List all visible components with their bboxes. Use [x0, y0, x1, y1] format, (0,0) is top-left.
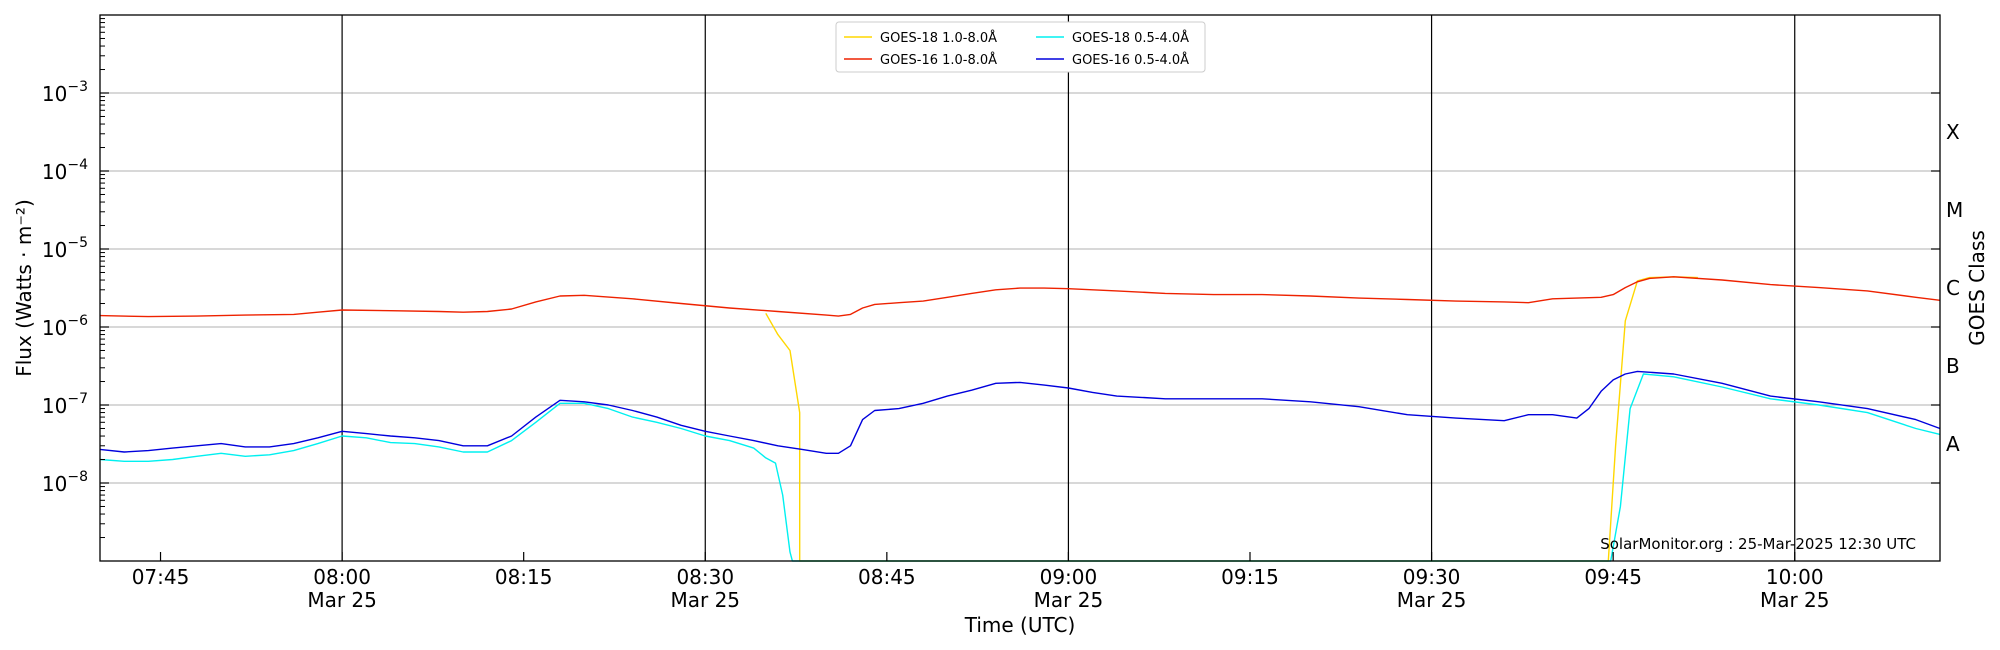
x-tick-label: 08:15	[495, 565, 553, 589]
x-tick-date-label: Mar 25	[1034, 588, 1104, 612]
legend-box	[835, 21, 1206, 73]
x-tick-label: 09:00	[1040, 565, 1098, 589]
goes-class-label: C	[1946, 276, 1960, 300]
x-tick-label: 09:45	[1584, 565, 1642, 589]
legend: GOES-18 1.0-8.0Å GOES-16 1.0-8.0Å GOES-18 …	[835, 21, 1206, 73]
legend-label: GOES-16 0.5-4.0Å	[1072, 52, 1189, 68]
series-line-2	[99, 276, 1941, 318]
x-tick-label: 09:30	[1403, 565, 1461, 589]
legend-label: GOES-16 1.0-8.0Å	[880, 52, 997, 68]
goes-class-label: M	[1946, 198, 1963, 222]
y-tick-label: 10−4	[42, 157, 88, 184]
x-tick-label: 10:00	[1766, 565, 1824, 589]
day-vertical-lines	[341, 15, 1796, 561]
x-tick-label: 09:15	[1221, 565, 1279, 589]
x-tick-label: 07:45	[132, 565, 190, 589]
x-axis-title: Time (UTC)	[964, 613, 1076, 637]
x-tick-label: 08:30	[676, 565, 734, 589]
y-tick-label: 10−7	[42, 391, 88, 418]
x-tick-date-label: Mar 25	[307, 588, 377, 612]
gridlines	[100, 92, 1940, 484]
series-line-3	[99, 373, 1941, 562]
goes-class-label: B	[1946, 354, 1960, 378]
goes-class-label: A	[1946, 432, 1960, 456]
y-tick-label: 10−8	[42, 469, 88, 496]
legend-label: GOES-18 1.0-8.0Å	[880, 30, 997, 46]
x-tick-date-label: Mar 25	[1760, 588, 1830, 612]
goes-class-label: X	[1946, 120, 1960, 144]
right-axis-title: GOES Class	[1965, 230, 1989, 346]
series-lines	[99, 276, 1941, 562]
y-tick-label: 10−6	[42, 313, 88, 340]
y-tick-label: 10−3	[42, 79, 88, 106]
x-tick-date-label: Mar 25	[670, 588, 740, 612]
plot-frame	[99, 14, 1941, 562]
x-tick-label: 08:00	[313, 565, 371, 589]
y-tick-label: 10−5	[42, 235, 88, 262]
y-axis-title: Flux (Watts · m⁻²)	[12, 199, 36, 377]
x-tick-label: 08:45	[858, 565, 916, 589]
credit-annotation: SolarMonitor.org : 25-Mar-2025 12:30 UTC	[1600, 535, 1916, 553]
x-tick-date-label: Mar 25	[1397, 588, 1467, 612]
axis-ticks	[100, 18, 1940, 561]
legend-label: GOES-18 0.5-4.0Å	[1072, 30, 1189, 46]
series-line-4	[99, 370, 1941, 454]
